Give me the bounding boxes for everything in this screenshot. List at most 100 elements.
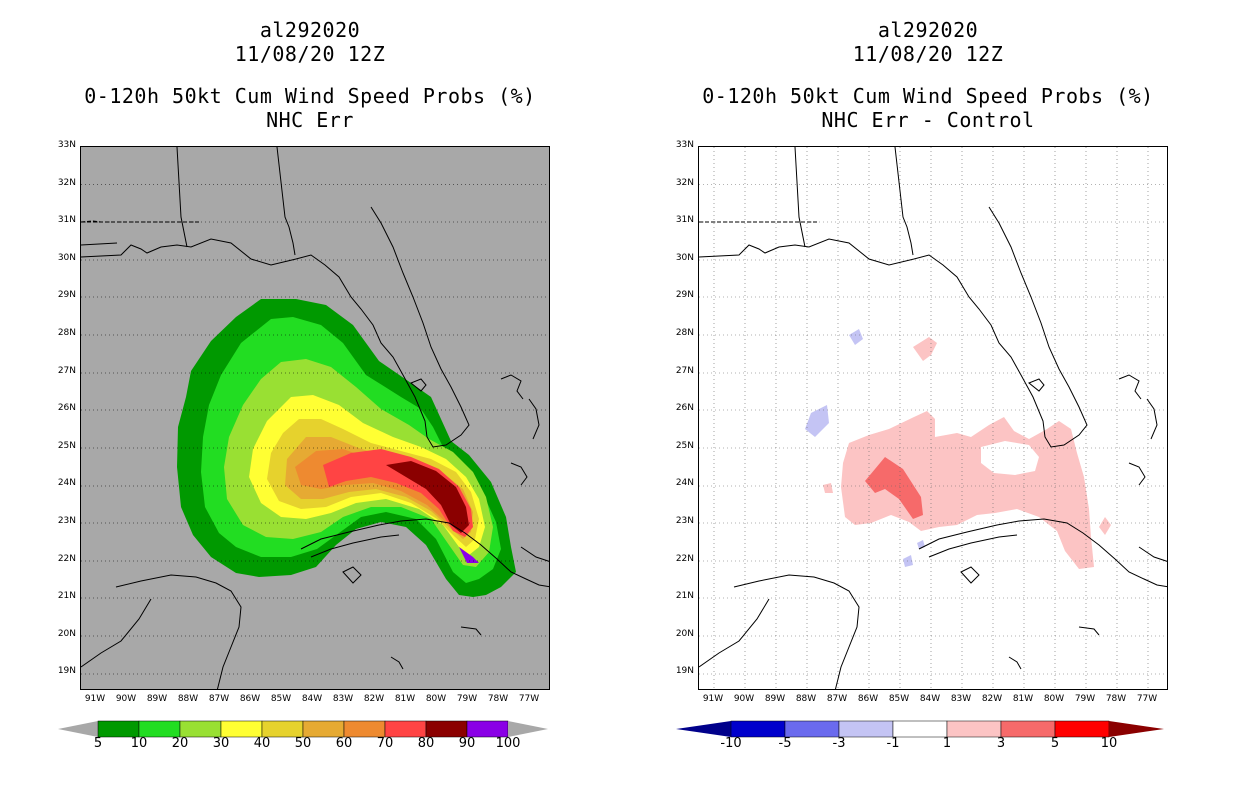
right-colorbar-swatch xyxy=(784,720,840,738)
right-colorbar-label: 1 xyxy=(942,736,952,751)
prob-band-90 xyxy=(459,547,479,563)
right-lon-label: 79W xyxy=(1074,694,1096,704)
right-colorbar-swatch xyxy=(838,720,894,738)
left-colorbar-low-triangle xyxy=(58,721,98,737)
left-lat-label: 23N xyxy=(57,516,76,526)
left-colorbar-label: 50 xyxy=(294,736,312,751)
right-colorbar-swatch xyxy=(730,720,786,738)
left-colorbar-swatch xyxy=(138,720,181,738)
right-grid xyxy=(699,147,1167,689)
left-lon-label: 87W xyxy=(208,694,230,704)
left-lon-label: 83W xyxy=(332,694,354,704)
right-lat-label: 27N xyxy=(675,365,694,376)
right-colorbar-swatch xyxy=(1054,720,1110,738)
right-lat-label: 21N xyxy=(675,591,694,602)
left-title-block: al292020 11/08/20 12Z 0-120h 50kt Cum Wi… xyxy=(70,18,550,132)
left-colorbar-label: 60 xyxy=(335,736,353,751)
left-coastlines xyxy=(81,147,549,689)
left-lat-label: 32N xyxy=(57,177,76,188)
right-colorbar-swatch xyxy=(946,720,1002,738)
right-lon-label: 78W xyxy=(1105,694,1127,704)
left-lat-label: 21N xyxy=(57,591,76,602)
left-lon-label: 78W xyxy=(487,694,509,704)
right-colorbar-swatch xyxy=(1000,720,1056,738)
right-storm-id: al292020 xyxy=(877,18,979,42)
left-storm-id: al292020 xyxy=(259,18,361,42)
left-colorbar-label: 100 xyxy=(495,736,521,751)
right-colorbar-label: 5 xyxy=(1050,736,1060,751)
left-lon-label: 77W xyxy=(518,694,540,704)
diff-neg-small-2 xyxy=(849,329,863,345)
right-colorbar xyxy=(676,720,1164,738)
right-lat-label: 25N xyxy=(675,440,694,451)
right-subtitle: NHC Err - Control xyxy=(821,108,1035,132)
left-colorbar-label: 30 xyxy=(212,736,230,751)
prob-band-80 xyxy=(386,461,469,533)
diff-pos-small-2 xyxy=(1099,517,1111,535)
right-title-block: al292020 11/08/20 12Z 0-120h 50kt Cum Wi… xyxy=(688,18,1168,132)
right-colorbar-low-triangle xyxy=(676,721,731,737)
right-lon-label: 81W xyxy=(1012,694,1034,704)
right-coastlines xyxy=(699,147,1167,689)
left-colorbar-label: 70 xyxy=(376,736,394,751)
right-lat-label: 20N xyxy=(675,628,694,639)
right-colorbar-label: 10 xyxy=(1100,736,1118,751)
left-colorbar-label: 40 xyxy=(253,736,271,751)
diff-neg-small-3 xyxy=(903,555,913,567)
right-date: 11/08/20 12Z xyxy=(852,42,1004,66)
left-product-title: 0-120h 50kt Cum Wind Speed Probs (%) xyxy=(84,84,536,108)
left-lon-label: 80W xyxy=(425,694,447,704)
left-lat-label: 19N xyxy=(57,666,76,677)
left-colorbar xyxy=(58,720,548,738)
left-lat-label: 31N xyxy=(57,215,76,226)
right-lat-label: 23N xyxy=(675,516,694,526)
right-lat-label: 30N xyxy=(675,252,694,263)
left-subtitle: NHC Err xyxy=(266,108,354,132)
right-lat-label: 24N xyxy=(675,478,694,489)
left-lat-label: 33N xyxy=(57,140,76,150)
right-lat-label: 28N xyxy=(675,328,694,338)
left-lon-label: 82W xyxy=(363,694,385,704)
right-lon-label: 89W xyxy=(764,694,786,704)
right-lat-label: 19N xyxy=(675,666,694,677)
left-colorbar-label: 10 xyxy=(130,736,148,751)
left-colorbar-swatch xyxy=(220,720,263,738)
left-colorbar-swatch xyxy=(97,720,140,738)
right-product-title: 0-120h 50kt Cum Wind Speed Probs (%) xyxy=(702,84,1154,108)
left-map-svg xyxy=(81,147,549,689)
left-lon-label: 90W xyxy=(115,694,137,704)
right-lon-label: 87W xyxy=(826,694,848,704)
right-colorbar-label: -1 xyxy=(886,736,900,751)
left-colorbar-label: 80 xyxy=(417,736,435,751)
left-colorbar-swatch xyxy=(384,720,427,738)
left-map-panel xyxy=(80,146,550,690)
left-lon-label: 89W xyxy=(146,694,168,704)
left-lat-label: 20N xyxy=(57,628,76,639)
diff-pos-small-3 xyxy=(823,483,833,493)
right-lat-label: 31N xyxy=(675,215,694,226)
left-colorbar-swatch xyxy=(261,720,304,738)
diff-pos-small-1 xyxy=(913,337,937,361)
left-lat-label: 26N xyxy=(57,403,76,414)
right-colorbar-high-triangle xyxy=(1109,721,1164,737)
right-colorbar-label: -5 xyxy=(778,736,792,751)
right-lon-label: 90W xyxy=(733,694,755,704)
left-colorbar-label: 20 xyxy=(171,736,189,751)
left-lat-label: 27N xyxy=(57,365,76,376)
right-lat-label: 33N xyxy=(675,140,694,150)
right-lat-label: 26N xyxy=(675,403,694,414)
right-lon-label: 86W xyxy=(857,694,879,704)
right-map-panel xyxy=(698,146,1168,690)
left-colorbar-swatch xyxy=(466,720,509,738)
diff-neg-small-1 xyxy=(805,405,829,437)
right-lon-label: 91W xyxy=(702,694,724,704)
right-lat-label: 29N xyxy=(675,290,694,301)
left-lon-label: 81W xyxy=(394,694,416,704)
right-lon-label: 83W xyxy=(950,694,972,704)
left-lon-label: 85W xyxy=(270,694,292,704)
right-lon-label: 85W xyxy=(888,694,910,704)
right-lon-label: 82W xyxy=(981,694,1003,704)
left-lon-label: 88W xyxy=(177,694,199,704)
left-lat-label: 25N xyxy=(57,440,76,451)
right-map-svg xyxy=(699,147,1167,689)
